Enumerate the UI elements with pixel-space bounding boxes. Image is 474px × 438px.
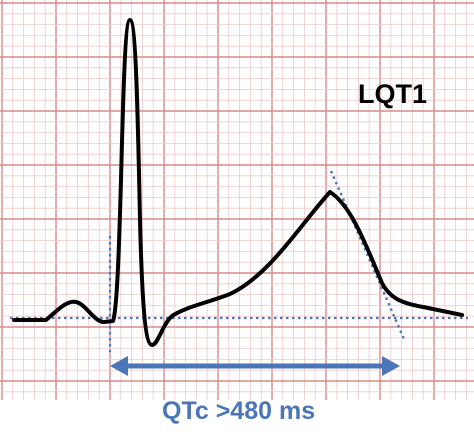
t-wave-tangent-dotted-line xyxy=(329,170,406,340)
qtc-measurement-arrow xyxy=(110,356,400,376)
arrow-head-left xyxy=(110,356,128,376)
diagram-title: LQT1 xyxy=(358,79,427,109)
ecg-trace xyxy=(12,18,464,347)
qtc-label: QTc >480 ms xyxy=(162,397,315,425)
arrow-head-right xyxy=(382,356,400,376)
ecg-grid xyxy=(0,0,474,400)
